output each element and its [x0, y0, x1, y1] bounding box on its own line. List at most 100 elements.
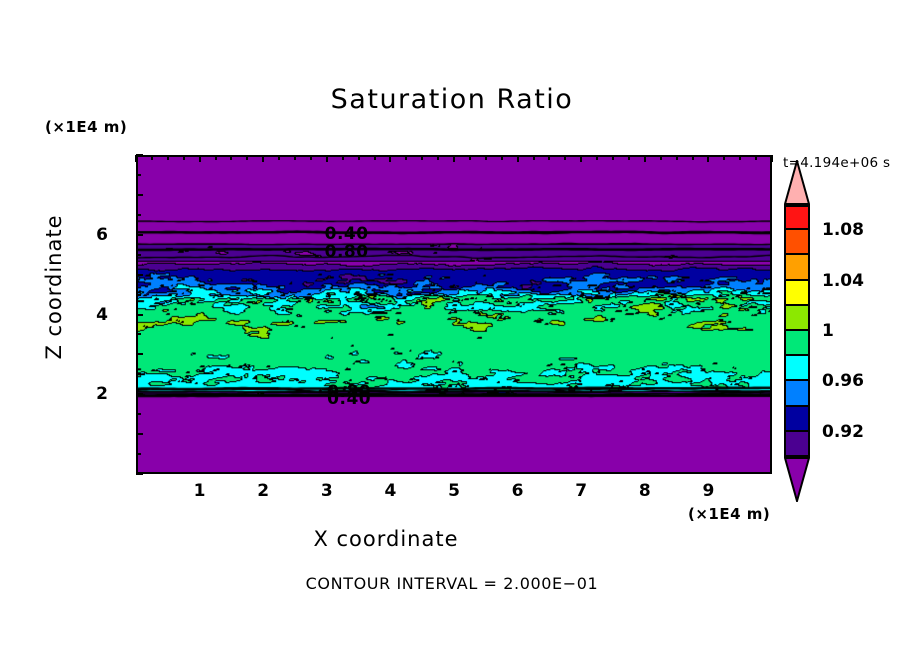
x-tick: [150, 155, 153, 160]
y-tick-label: 6: [96, 224, 108, 245]
x-tick: [198, 155, 201, 162]
x-tick-label: 6: [511, 481, 524, 501]
x-axis-unit-label: (×1E4 m): [688, 505, 771, 523]
colorbar-band: [784, 431, 810, 457]
y-tick: [136, 273, 143, 276]
x-tick: [484, 155, 487, 160]
colorbar[interactable]: [783, 157, 811, 505]
colorbar-tick-label: 0.92: [822, 421, 864, 442]
colorbar-tick-label: 1: [822, 321, 834, 341]
x-tick: [707, 155, 710, 162]
contour-label: 0.40: [324, 224, 369, 245]
x-tick: [182, 155, 185, 160]
contour-label: 0.80: [324, 241, 369, 262]
x-tick: [532, 155, 535, 160]
colorbar-band: [784, 381, 810, 407]
y-tick: [136, 213, 141, 216]
x-tick: [309, 155, 312, 160]
x-tick: [325, 155, 328, 162]
x-tick: [500, 155, 503, 160]
x-tick: [373, 155, 376, 160]
contour-interval-caption: CONTOUR INTERVAL = 2.000E−01: [305, 574, 599, 593]
x-tick-label: 1: [193, 481, 206, 501]
colorbar-band: [784, 205, 810, 231]
x-tick: [166, 155, 169, 160]
y-tick-label: 4: [96, 304, 108, 325]
contour-label: 0.80: [327, 382, 372, 403]
x-tick: [643, 155, 646, 162]
colorbar-band: [784, 280, 810, 306]
x-tick: [230, 155, 233, 160]
colorbar-band: [784, 331, 810, 357]
y-tick: [136, 253, 141, 256]
colorbar-band: [784, 305, 810, 331]
x-tick: [341, 155, 344, 160]
x-tick: [246, 155, 249, 160]
x-tick-label: 2: [257, 481, 270, 501]
x-tick: [659, 155, 662, 160]
x-axis-title: X coordinate: [313, 527, 459, 551]
y-tick: [136, 193, 143, 196]
x-tick: [516, 155, 519, 162]
colorbar-band: [784, 406, 810, 432]
x-tick-label: 7: [575, 481, 588, 501]
saturation-ratio-field: [138, 157, 770, 472]
y-tick: [136, 393, 143, 396]
y-tick: [136, 333, 141, 336]
y-tick: [136, 453, 141, 456]
contour-plot-area[interactable]: 0.40 0.80 0.80 0.40: [136, 155, 772, 474]
x-tick: [468, 155, 471, 160]
x-tick: [739, 155, 742, 160]
y-tick: [136, 154, 143, 156]
y-tick: [136, 313, 143, 316]
colorbar-over-cap: [783, 157, 811, 205]
x-tick: [596, 155, 599, 160]
colorbar-tick-label: 1.08: [822, 220, 864, 241]
x-tick: [389, 155, 392, 162]
x-tick: [357, 155, 360, 160]
colorbar-tick-label: 1.04: [822, 270, 864, 291]
y-tick: [136, 413, 141, 416]
y-tick-label: 2: [96, 384, 108, 405]
x-tick-label: 9: [702, 481, 715, 501]
x-tick: [437, 155, 440, 160]
colorbar-tick-label: 0.96: [822, 371, 864, 392]
colorbar-band: [784, 230, 810, 256]
x-tick: [627, 155, 630, 160]
x-tick: [580, 155, 583, 162]
x-tick: [548, 155, 551, 160]
contour-label: 0.40: [327, 389, 372, 410]
time-stamp-label: t=4.194e+06 s: [783, 155, 891, 171]
y-tick: [136, 353, 143, 356]
x-tick: [564, 155, 567, 160]
colorbar-under-cap: [783, 457, 811, 505]
x-tick: [755, 155, 758, 160]
y-tick: [136, 373, 141, 376]
y-tick: [136, 433, 143, 436]
y-tick: [136, 473, 143, 475]
page-title: Saturation Ratio: [330, 84, 574, 115]
x-tick: [421, 155, 424, 160]
y-tick: [136, 233, 143, 236]
y-tick: [136, 173, 141, 176]
x-tick: [262, 155, 265, 162]
x-tick-label: 4: [384, 481, 397, 501]
y-tick: [136, 293, 141, 296]
x-tick-label: 3: [320, 481, 333, 501]
x-tick: [135, 155, 137, 162]
colorbar-band: [784, 356, 810, 382]
x-tick: [612, 155, 614, 160]
x-tick: [294, 155, 296, 160]
x-tick-label: 8: [638, 481, 651, 501]
x-tick-label: 5: [448, 481, 460, 501]
x-tick: [675, 155, 678, 160]
x-tick: [723, 155, 726, 160]
x-tick: [278, 155, 281, 160]
x-tick: [691, 155, 694, 160]
y-axis-title: Z coordinate: [42, 214, 66, 360]
x-tick: [214, 155, 217, 160]
x-tick: [405, 155, 408, 160]
x-tick: [453, 155, 455, 162]
colorbar-band: [784, 255, 810, 281]
x-tick: [771, 155, 773, 162]
